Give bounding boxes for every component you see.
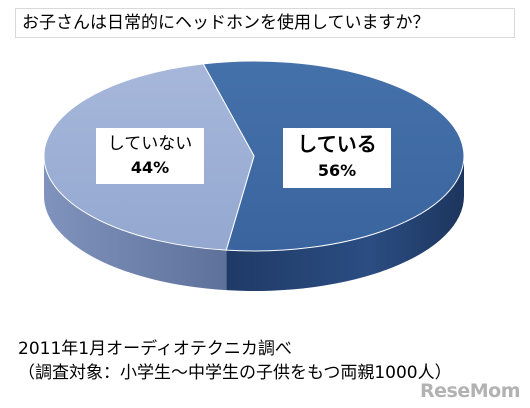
slice-label-using: している 56% [283,128,391,188]
survey-target-note: （調査対象：小学生～中学生の子供をもつ両親1000人） [18,363,452,383]
slice-name-using: している [297,132,377,156]
chart-title: お子さんは日常的にヘッドホンを使用していますか？ [15,8,515,38]
pie-slice-side-not-using [43,156,227,291]
slice-value-using: 56% [317,161,357,180]
slice-value-not-using: 44% [130,158,170,177]
resemom-watermark-logo: ReseMom [420,380,520,402]
pie-slice-side-using [226,156,464,292]
slice-label-not-using: していない 44% [96,128,204,184]
slice-name-not-using: していない [107,134,193,154]
source-note: 2011年1月オーディオテクニカ調べ [18,339,292,359]
